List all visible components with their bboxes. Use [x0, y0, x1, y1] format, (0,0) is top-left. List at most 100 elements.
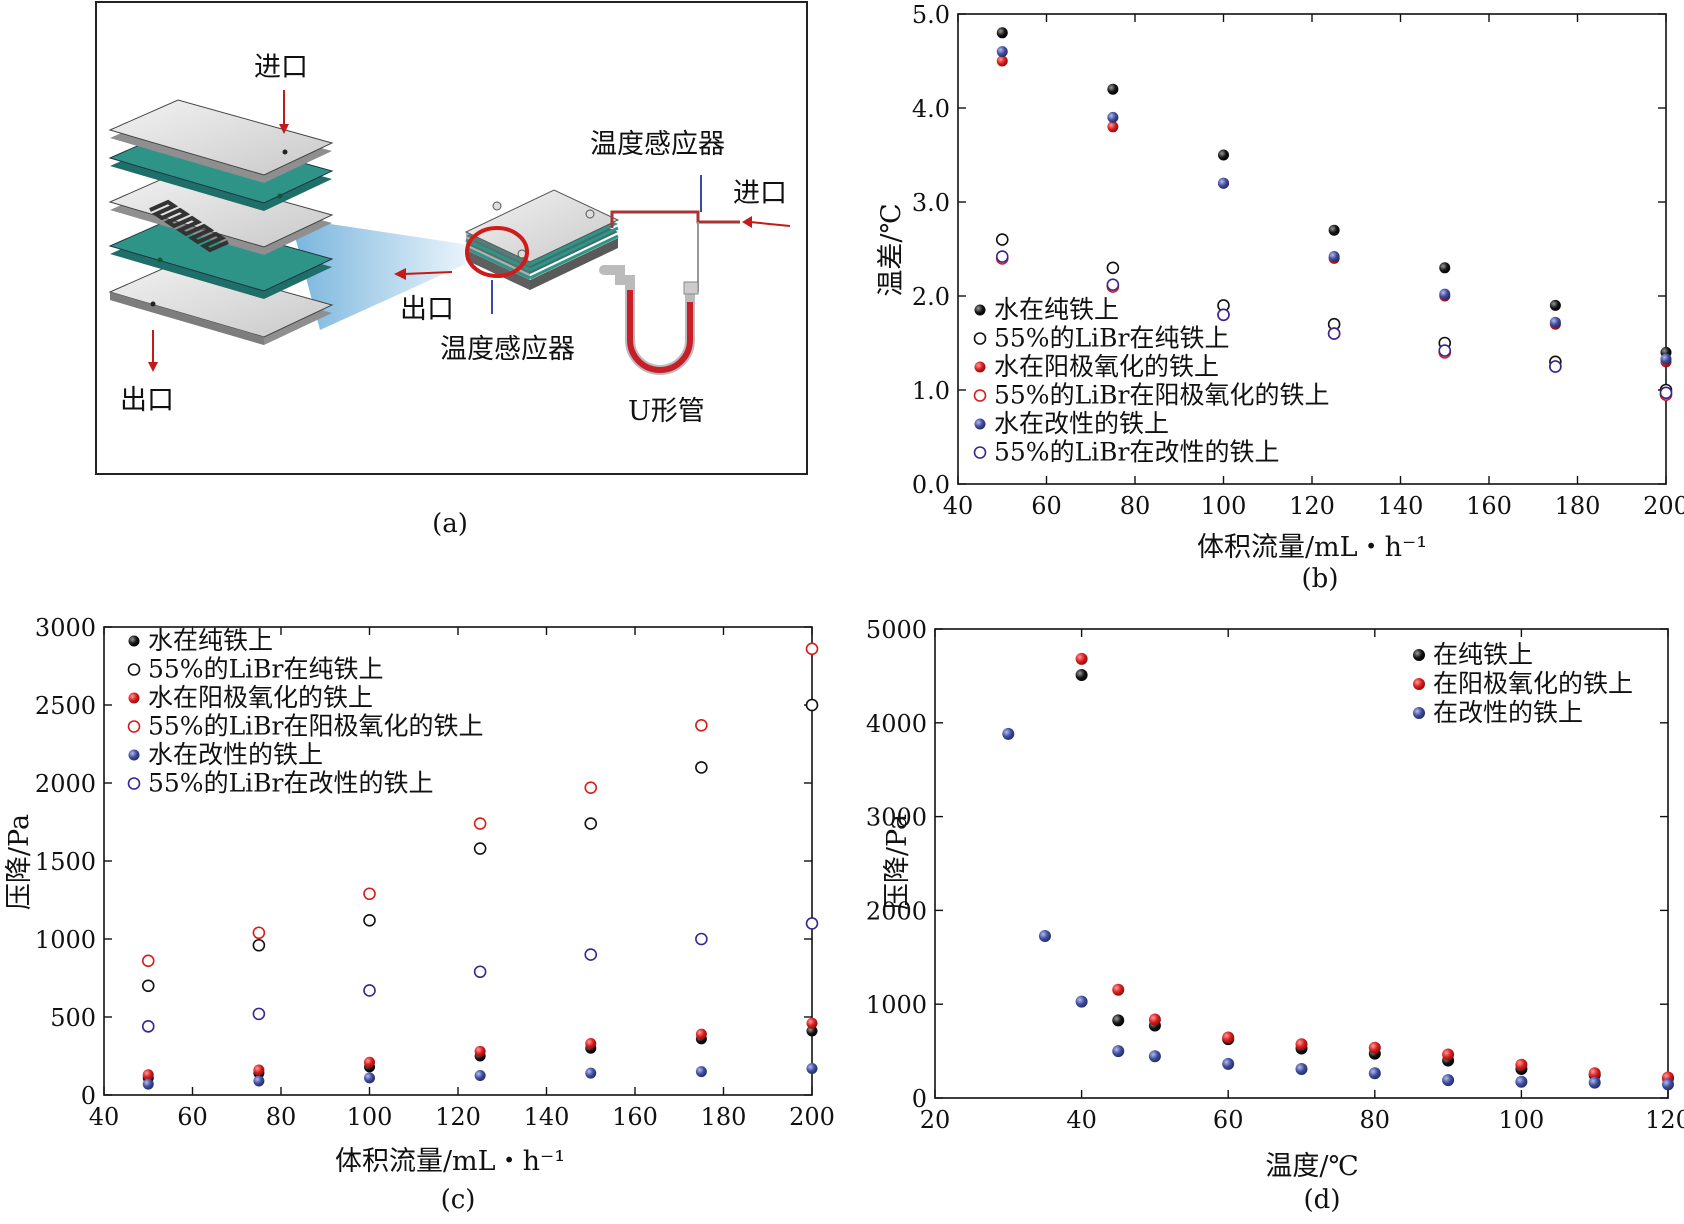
outlet-arrow-left	[394, 268, 453, 280]
x-tick-label: 140	[524, 1103, 570, 1131]
data-point	[805, 917, 819, 930]
y-tick-label: 0.0	[912, 471, 950, 499]
data-point	[1107, 83, 1119, 95]
data-point	[585, 1038, 597, 1050]
x-tick-label: 80	[266, 1103, 297, 1131]
series-1	[1075, 669, 1674, 1085]
data-point	[1112, 983, 1125, 996]
x-tick-label: 120	[435, 1103, 481, 1131]
inlet-arrow-right	[742, 216, 791, 228]
data-point	[1368, 1067, 1381, 1080]
y-tick-label: 4.0	[912, 95, 950, 123]
series-5	[996, 46, 1672, 365]
data-point	[1295, 1063, 1308, 1076]
y-tick-label: 2.0	[912, 283, 950, 311]
data-point	[1442, 1048, 1455, 1061]
data-point	[1515, 1058, 1528, 1071]
data-point	[1439, 288, 1451, 300]
legend-label: 在改性的铁上	[1433, 698, 1583, 727]
data-point	[141, 979, 155, 993]
label-sensor-bottom: 温度感应器	[440, 334, 575, 365]
data-point	[1106, 278, 1120, 292]
data-point	[1075, 652, 1088, 665]
legend-marker	[128, 692, 140, 704]
data-point	[1660, 353, 1672, 365]
label-outlet-left: 出口	[400, 294, 454, 325]
series-3	[142, 1017, 818, 1081]
x-tick-label: 100	[347, 1103, 393, 1131]
legend-marker	[127, 777, 141, 790]
plate-top	[108, 99, 334, 183]
data-point	[996, 55, 1008, 67]
legend-marker	[974, 304, 986, 316]
chart-b: 40 60 80 100 120 140 160 180 200 0.0 1.0 2.0 3.0 4.0 5…	[876, 1, 1684, 594]
label-inlet-right: 进口	[733, 178, 787, 209]
legend-label: 水在改性的铁上	[994, 409, 1169, 438]
x-tick-label: 40	[943, 492, 974, 520]
data-point	[695, 761, 708, 774]
data-point	[363, 887, 376, 901]
data-point	[806, 1062, 818, 1074]
x-axis-label: 体积流量/mL・h⁻¹	[335, 1146, 565, 1177]
legend-label: 水在纯铁上	[148, 626, 273, 655]
panel-label: (c)	[441, 1185, 476, 1215]
plate-bottom	[108, 261, 334, 345]
data-point	[1075, 995, 1088, 1008]
data-point	[1218, 149, 1229, 161]
x-tick-label: 60	[177, 1103, 208, 1131]
y-tick-label: 5000	[866, 616, 927, 644]
data-point	[805, 698, 819, 712]
y-tick-label: 1000	[35, 926, 96, 954]
data-point	[1328, 224, 1340, 236]
x-tick-label: 180	[701, 1103, 747, 1131]
data-point	[1438, 344, 1452, 357]
x-tick-label: 60	[1031, 492, 1062, 520]
y-tick-label: 2000	[35, 770, 96, 798]
series-1	[996, 27, 1672, 358]
label-outlet-bottom: 出口	[120, 385, 174, 416]
data-point	[473, 965, 487, 979]
data-point	[473, 842, 487, 855]
legend: 水在纯铁上55%的LiBr在纯铁上水在阳极氧化的铁上55%的LiBr在阳极氧化的…	[127, 626, 484, 798]
data-point	[141, 954, 155, 968]
data-point	[1148, 1013, 1161, 1026]
data-point	[474, 1070, 486, 1081]
panel-label: (d)	[1304, 1185, 1341, 1215]
data-point	[1107, 111, 1119, 123]
y-tick-label: 4000	[866, 710, 927, 738]
data-point	[1106, 261, 1120, 275]
legend: 水在纯铁上55%的LiBr在纯铁上水在阳极氧化的铁上55%的LiBr在阳极氧化的…	[973, 295, 1330, 467]
data-point	[995, 233, 1009, 246]
data-point	[474, 1045, 486, 1057]
data-point	[1327, 327, 1341, 340]
series-4	[141, 642, 819, 968]
y-axis-label: 压降/Pa	[4, 814, 35, 910]
data-point	[1549, 299, 1561, 311]
legend-label: 55%的LiBr在纯铁上	[994, 324, 1230, 353]
series-5	[142, 1062, 818, 1090]
data-point	[1222, 1031, 1235, 1044]
legend-label: 在纯铁上	[1433, 640, 1533, 669]
x-tick-label: 200	[789, 1103, 835, 1131]
series-2	[1075, 652, 1674, 1084]
y-tick-label: 500	[50, 1004, 96, 1032]
legend-marker	[127, 720, 141, 733]
y-tick-label: 3000	[866, 804, 927, 832]
data-point	[1659, 386, 1673, 400]
x-tick-label: 120	[1289, 492, 1335, 520]
legend-label: 55%的LiBr在改性的铁上	[148, 769, 434, 798]
legend-label: 在阳极氧化的铁上	[1433, 669, 1633, 698]
y-tick-label: 3000	[35, 614, 96, 642]
x-tick-label: 100	[1498, 1106, 1544, 1134]
data-point	[363, 984, 376, 997]
legend-label: 55%的LiBr在改性的铁上	[994, 438, 1280, 467]
panel-a-device-diagram: 进口 出口 温度感应器 进口 出口 温度感应器 U形管 (a)	[95, 1, 808, 539]
highlight-circle	[465, 226, 529, 278]
y-tick-label: 2500	[35, 692, 96, 720]
legend-label: 55%的LiBr在纯铁上	[148, 655, 384, 684]
x-tick-label: 200	[1643, 492, 1684, 520]
data-point	[584, 781, 598, 794]
data-point	[1662, 1078, 1674, 1091]
data-point	[1002, 727, 1015, 740]
